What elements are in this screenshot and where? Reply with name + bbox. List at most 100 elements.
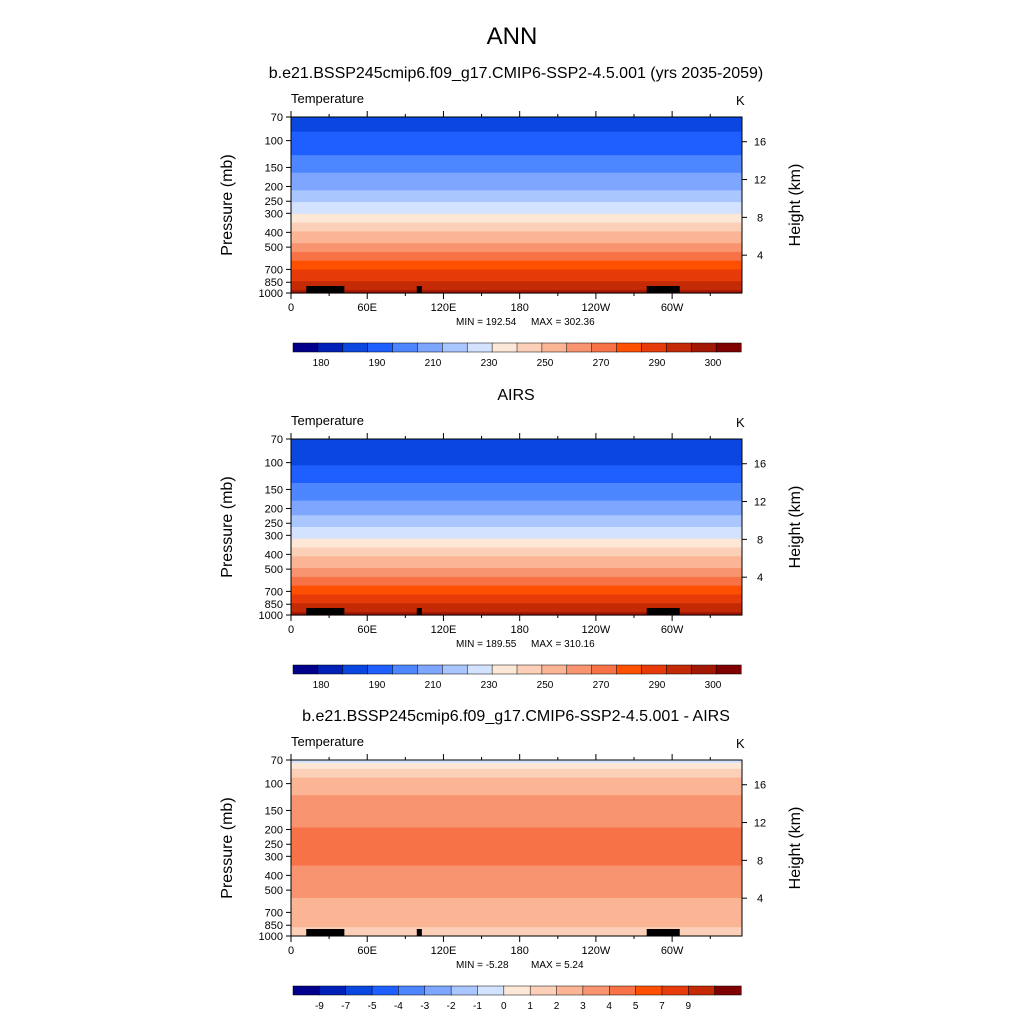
panel-title: b.e21.BSSP245cmip6.f09_g17.CMIP6-SSP2-4.… [302,708,730,725]
topography-mask [306,608,345,615]
contour-band [291,924,742,928]
contour-band [291,243,742,247]
height-tick-label: 8 [757,855,763,867]
contour-band [291,827,742,831]
contour-band [291,795,742,799]
colorbar-label: -7 [341,1001,350,1012]
contour-band [291,266,742,271]
contour-band [291,216,742,221]
colorbar-label: 210 [425,358,442,369]
contour-band [291,456,742,461]
contour-band [291,553,742,557]
contour-band [291,143,742,147]
colorbar-swatch [371,985,399,996]
contour-band [291,862,742,867]
y-tick-label: 150 [265,805,283,817]
contour-band [291,237,742,241]
y-tick-label: 700 [265,586,283,598]
contour-band [291,213,742,218]
height-axis-label: Height (km) [787,486,804,569]
y-tick-label: 70 [271,434,283,446]
colorbar-label: -5 [368,1001,377,1012]
contour-band [291,184,742,188]
contour-band [291,284,742,288]
contour-band [291,612,742,616]
x-tick-label: 60E [357,945,377,957]
contour-band [291,483,742,487]
x-tick-label: 120E [431,624,457,636]
contour-band [291,892,742,896]
colorbar-swatch [292,342,319,353]
contour-band [291,880,742,884]
contour-band [291,812,742,817]
variable-label: Temperature [291,91,364,106]
panel-3: b.e21.BSSP245cmip6.f09_g17.CMIP6-SSP2-4.… [219,708,804,1012]
colorbar-swatch [442,342,468,353]
contour-band [291,117,742,121]
contour-band [291,149,742,153]
colorbar-label: -2 [447,1001,456,1012]
contour-band [291,260,742,265]
colorbar: 180 190 210 230 250 270 290 300 [292,342,742,369]
x-tick-label: 60E [357,624,377,636]
y-tick-label: 850 [265,277,283,289]
x-tick-label: 120W [582,302,611,314]
max-label: MAX = 5.24 [531,960,584,971]
contour-band [291,777,742,782]
colorbar-label: 300 [705,358,722,369]
plot-frame [290,759,743,937]
contour-band [291,275,742,279]
colorbar-swatch [666,342,692,353]
colorbar-swatch [529,985,558,996]
colorbar-swatch [566,342,593,353]
contour-band [291,544,742,549]
colorbar-swatch [641,342,667,353]
colorbar-swatch [424,985,452,996]
contour-band [291,809,742,814]
x-tick-label: 180 [510,302,528,314]
contour-band [291,119,742,124]
contour-band [291,494,742,499]
colorbar-swatch [342,664,369,675]
colorbar-swatch [317,664,344,675]
contour-band [291,912,742,917]
colorbar-label: 290 [649,358,666,369]
topography-mask [416,286,422,293]
contour-band [291,594,742,598]
contour-band [291,272,742,276]
x-tick-label: 120E [431,945,457,957]
contour-band [291,465,742,469]
colorbar-swatch [541,664,568,675]
height-tick-label: 4 [757,572,763,584]
topography-mask [325,608,335,615]
x-tick-label: 180 [510,945,528,957]
y-tick-label: 200 [265,824,283,836]
colorbar-label: 290 [649,680,666,691]
contour-band [291,582,742,587]
contour-band [291,585,742,590]
max-label: MAX = 310.16 [531,639,595,650]
colorbar-swatch [367,342,394,353]
contour-band [291,474,742,478]
contour-band [291,246,742,250]
contour-band [291,231,742,235]
x-tick-label: 60W [661,624,684,636]
topography-mask [646,286,680,293]
topography-mask [306,929,345,936]
contour-band [291,202,742,206]
contour-band [291,786,742,790]
colorbar-swatch [556,985,584,996]
contour-band [291,818,742,823]
contour-band [291,556,742,560]
contour-band [291,573,742,578]
contour-band [291,897,742,902]
contour-band [291,804,742,808]
y-tick-label: 70 [271,112,283,124]
contour-band [291,798,742,802]
colorbar-swatch [292,985,320,996]
y-tick-label: 850 [265,920,283,932]
contour-band [291,225,742,230]
contour-field [291,760,742,937]
contour-band [291,538,742,543]
panel-title: AIRS [497,387,534,404]
